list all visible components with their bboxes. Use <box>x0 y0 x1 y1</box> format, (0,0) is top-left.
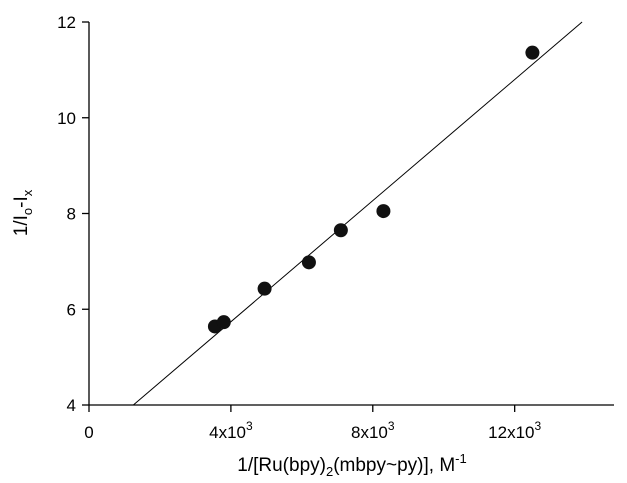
y-ticks: 4 6 8 10 12 <box>57 13 89 415</box>
axes <box>88 22 614 406</box>
y-tick-label-1: 6 <box>67 300 76 319</box>
x-ticks: 0 4x103 8x103 12x103 <box>84 405 541 442</box>
y-tick-label-0: 4 <box>67 396 76 415</box>
data-point-3 <box>301 255 316 270</box>
data-point-5 <box>376 204 391 219</box>
data-point-4 <box>333 223 348 238</box>
fit-line <box>133 21 583 406</box>
x-tick-label-0: 0 <box>84 423 93 442</box>
y-tick-label-4: 12 <box>57 13 76 32</box>
data-point-2 <box>257 281 272 296</box>
data-points <box>207 45 540 334</box>
y-tick-label-2: 8 <box>67 205 76 224</box>
data-point-6 <box>525 45 540 60</box>
fit-line-group <box>133 21 583 406</box>
y-tick-label-3: 10 <box>57 109 76 128</box>
x-axis-title: 1/[Ru(bpy)2(mbpy~py)], M-1 <box>237 451 466 479</box>
x-tick-label-1: 4x103 <box>209 419 253 442</box>
x-tick-label-2: 8x103 <box>351 419 395 442</box>
x-tick-label-3: 12x103 <box>488 419 541 442</box>
y-axis-title: 1/Io-Ix <box>11 189 35 236</box>
data-point-1 <box>216 315 231 330</box>
